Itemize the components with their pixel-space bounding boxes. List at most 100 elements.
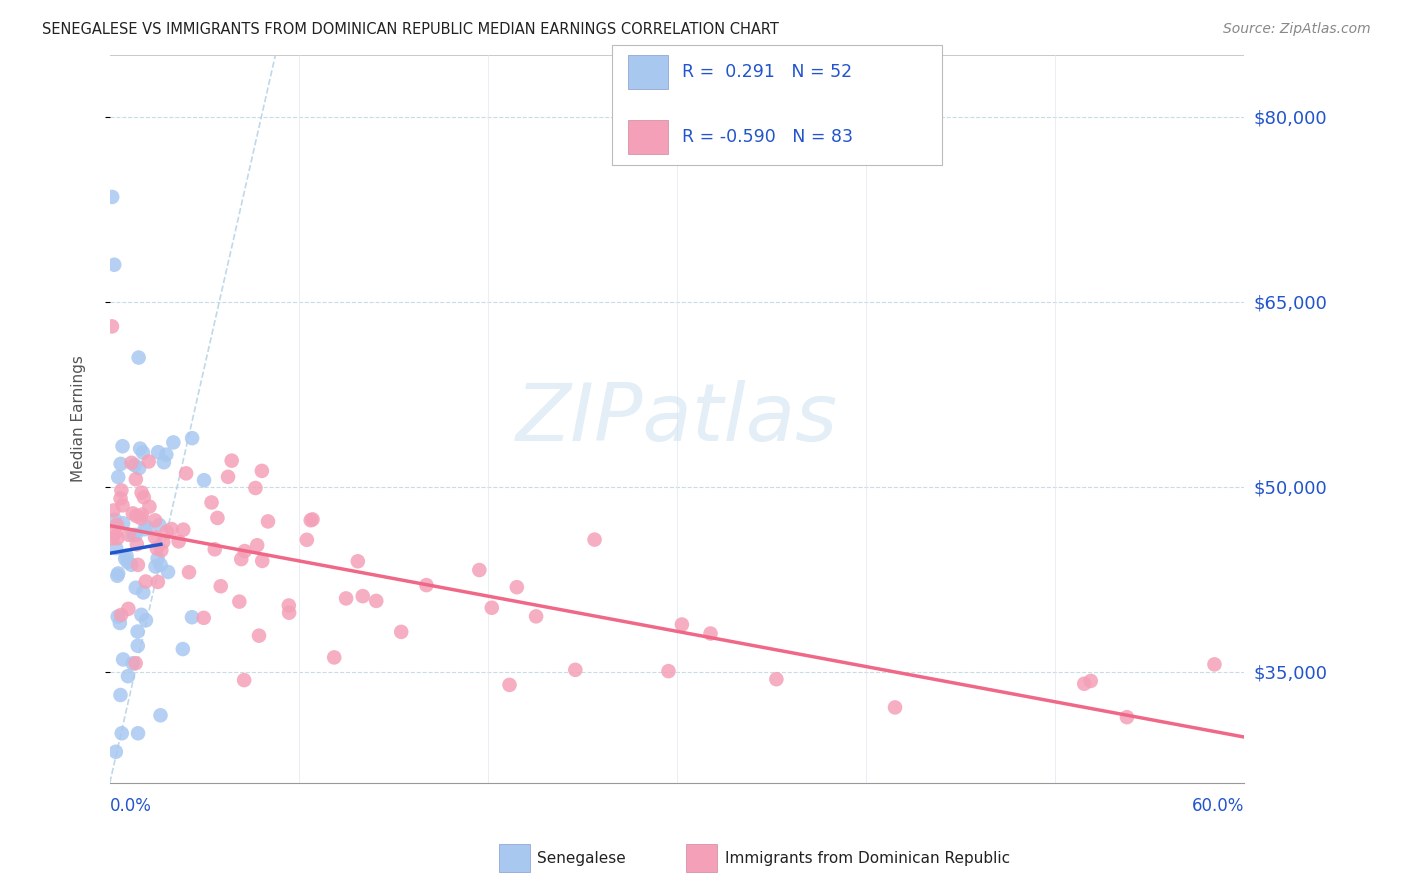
Point <box>156 524 179 539</box>
Point <box>118 528 141 542</box>
Point <box>101 532 124 546</box>
Point <box>104 745 127 759</box>
Point <box>209 579 232 593</box>
Point <box>1073 677 1095 691</box>
Point <box>162 435 184 450</box>
Point <box>699 626 721 640</box>
Point <box>132 585 155 599</box>
Text: R =  0.291   N = 52: R = 0.291 N = 52 <box>682 63 852 81</box>
Point <box>295 533 318 547</box>
Point <box>124 458 146 473</box>
Point <box>506 580 529 594</box>
Point <box>135 613 157 627</box>
Point <box>233 544 256 558</box>
Point <box>172 523 194 537</box>
Point <box>181 431 204 445</box>
Point <box>352 589 374 603</box>
Point <box>148 518 170 533</box>
Point <box>145 559 167 574</box>
Point <box>217 470 239 484</box>
Text: SENEGALESE VS IMMIGRANTS FROM DOMINICAN REPUBLIC MEDIAN EARNINGS CORRELATION CHA: SENEGALESE VS IMMIGRANTS FROM DOMINICAN … <box>42 22 779 37</box>
Point <box>657 664 679 678</box>
Text: 60.0%: 60.0% <box>1192 797 1244 815</box>
Point <box>129 442 152 456</box>
Point <box>107 566 129 581</box>
Point <box>366 594 388 608</box>
Point <box>149 558 172 572</box>
Point <box>117 555 139 569</box>
Point <box>128 351 150 365</box>
Point <box>174 467 197 481</box>
Text: 0.0%: 0.0% <box>110 797 152 815</box>
Point <box>107 470 129 484</box>
Point <box>135 520 157 534</box>
Point <box>128 461 150 475</box>
Point <box>204 542 226 557</box>
Point <box>177 566 200 580</box>
Point <box>131 607 153 622</box>
Y-axis label: Median Earnings: Median Earnings <box>72 355 86 483</box>
Point <box>498 678 520 692</box>
Point <box>127 624 149 639</box>
Point <box>207 511 229 525</box>
Point <box>323 650 346 665</box>
Point <box>278 606 301 620</box>
Point <box>1116 710 1139 724</box>
Point <box>125 508 148 523</box>
Point <box>301 512 323 526</box>
Point <box>110 457 132 471</box>
Point <box>1204 657 1226 672</box>
Point <box>193 473 215 487</box>
Point <box>111 726 134 740</box>
Text: Senegalese: Senegalese <box>537 851 626 865</box>
Point <box>114 551 136 566</box>
Point <box>105 569 128 583</box>
Point <box>138 454 160 468</box>
Point <box>103 258 125 272</box>
Point <box>150 543 173 558</box>
Point <box>200 495 222 509</box>
Point <box>122 528 145 542</box>
Point <box>299 513 322 527</box>
Point <box>101 319 124 334</box>
Point <box>124 528 146 542</box>
Point <box>389 624 412 639</box>
Point <box>524 609 547 624</box>
Point <box>105 541 128 556</box>
Point <box>112 516 135 531</box>
Point <box>104 525 127 540</box>
Point <box>143 530 166 544</box>
Point <box>228 594 250 608</box>
Point <box>125 581 148 595</box>
Point <box>125 537 148 551</box>
Point <box>117 602 139 616</box>
Point <box>155 448 177 462</box>
Point <box>129 511 152 525</box>
Point <box>160 522 183 536</box>
Point <box>111 499 134 513</box>
Point <box>564 663 586 677</box>
Point <box>112 652 135 666</box>
Point <box>157 565 180 579</box>
Text: Source: ZipAtlas.com: Source: ZipAtlas.com <box>1223 22 1371 37</box>
Point <box>221 453 243 467</box>
Point <box>105 517 128 532</box>
Point <box>152 534 174 549</box>
Point <box>121 456 143 470</box>
Point <box>231 552 253 566</box>
Point <box>131 508 153 522</box>
Point <box>252 554 274 568</box>
Point <box>335 591 357 606</box>
Point <box>117 669 139 683</box>
Point <box>127 558 149 572</box>
Point <box>146 445 169 459</box>
Point <box>153 455 176 469</box>
Point <box>468 563 491 577</box>
Text: Immigrants from Dominican Republic: Immigrants from Dominican Republic <box>725 851 1011 865</box>
Point <box>233 673 256 687</box>
Point <box>138 500 160 514</box>
Point <box>115 549 138 563</box>
Point <box>250 464 273 478</box>
Point <box>134 522 156 536</box>
Text: ZIPatlas: ZIPatlas <box>516 380 838 458</box>
